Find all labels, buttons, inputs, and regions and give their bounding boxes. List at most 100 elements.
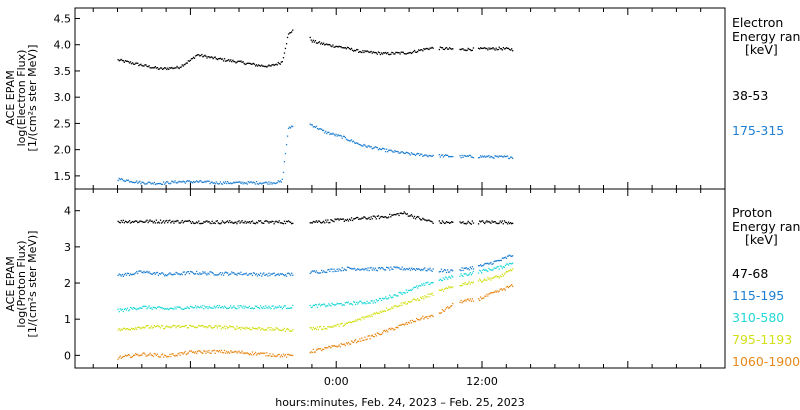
- data-point: [351, 268, 354, 270]
- data-point: [213, 349, 215, 351]
- data-point: [216, 350, 218, 352]
- data-point: [274, 182, 276, 185]
- data-point: [145, 271, 147, 273]
- data-point: [445, 221, 448, 223]
- data-point: [159, 219, 162, 221]
- data-point: [237, 351, 239, 353]
- data-point: [267, 183, 269, 185]
- data-point: [134, 63, 136, 65]
- data-point: [381, 216, 384, 218]
- data-point: [326, 132, 328, 135]
- data-point: [361, 302, 363, 304]
- data-point: [399, 212, 401, 214]
- data-point: [137, 307, 139, 310]
- data-point: [510, 255, 512, 257]
- data-point: [496, 266, 498, 268]
- data-point: [342, 343, 344, 346]
- data-point: [290, 127, 292, 129]
- data-point: [451, 269, 453, 271]
- data-point: [163, 328, 165, 330]
- proton-legend-310-580: 310-580: [732, 310, 784, 325]
- data-point: [192, 272, 195, 275]
- data-point: [227, 307, 229, 309]
- data-point: [490, 261, 492, 264]
- data-point: [140, 328, 142, 330]
- data-point: [171, 307, 173, 309]
- data-point: [130, 307, 133, 309]
- data-point: [154, 222, 156, 224]
- data-point: [489, 292, 491, 295]
- data-point: [318, 326, 321, 328]
- data-point: [334, 324, 336, 327]
- data-point: [336, 268, 338, 270]
- data-point: [430, 293, 432, 296]
- data-point: [339, 218, 341, 220]
- data-point: [351, 141, 354, 143]
- data-point: [126, 328, 129, 330]
- data-point: [221, 306, 224, 308]
- data-point: [406, 52, 408, 55]
- data-point: [503, 266, 506, 268]
- data-point: [252, 327, 255, 330]
- data-point: [286, 272, 289, 275]
- data-point: [282, 328, 285, 331]
- data-point: [447, 287, 449, 290]
- data-point: [272, 272, 274, 275]
- data-point: [262, 222, 264, 224]
- data-point: [407, 215, 409, 217]
- data-point: [129, 61, 132, 63]
- data-point: [255, 181, 258, 183]
- data-point: [181, 325, 183, 328]
- data-point: [323, 220, 325, 223]
- data-point: [462, 269, 464, 272]
- data-point: [381, 267, 384, 269]
- data-point: [173, 181, 175, 184]
- data-point: [427, 268, 429, 270]
- data-point: [137, 353, 139, 356]
- data-point: [449, 271, 451, 273]
- data-point: [203, 350, 205, 352]
- data-point: [203, 221, 205, 223]
- data-point: [346, 46, 349, 48]
- data-point: [216, 58, 218, 61]
- data-point: [376, 300, 378, 302]
- data-point: [346, 266, 349, 268]
- data-point: [273, 272, 275, 274]
- data-point: [239, 273, 241, 275]
- data-point: [391, 150, 393, 152]
- data-point: [233, 60, 235, 63]
- data-point: [240, 328, 242, 331]
- data-point: [447, 306, 449, 308]
- data-point: [344, 269, 346, 271]
- data-point: [394, 293, 396, 296]
- data-point: [191, 57, 194, 60]
- data-point: [317, 328, 320, 331]
- data-point: [238, 272, 240, 274]
- data-point: [169, 67, 171, 69]
- data-point: [231, 351, 233, 353]
- data-point: [377, 267, 380, 269]
- data-point: [335, 325, 337, 327]
- data-point: [440, 312, 443, 314]
- data-point: [422, 269, 424, 271]
- data-point: [145, 220, 147, 222]
- data-point: [280, 273, 282, 275]
- data-point: [359, 300, 361, 302]
- data-point: [452, 221, 454, 223]
- data-point: [495, 260, 497, 262]
- data-point: [486, 220, 488, 222]
- data-point: [324, 346, 326, 349]
- data-point: [251, 351, 254, 353]
- data-point: [177, 181, 179, 183]
- data-point: [368, 302, 370, 304]
- data-point: [264, 274, 266, 276]
- data-point: [464, 267, 466, 270]
- data-point: [401, 293, 403, 296]
- data-point: [392, 328, 394, 330]
- data-point: [409, 154, 412, 156]
- data-point: [462, 301, 464, 303]
- data-point: [498, 222, 500, 224]
- data-point: [183, 352, 185, 354]
- data-point: [479, 269, 481, 272]
- data-point: [152, 326, 154, 329]
